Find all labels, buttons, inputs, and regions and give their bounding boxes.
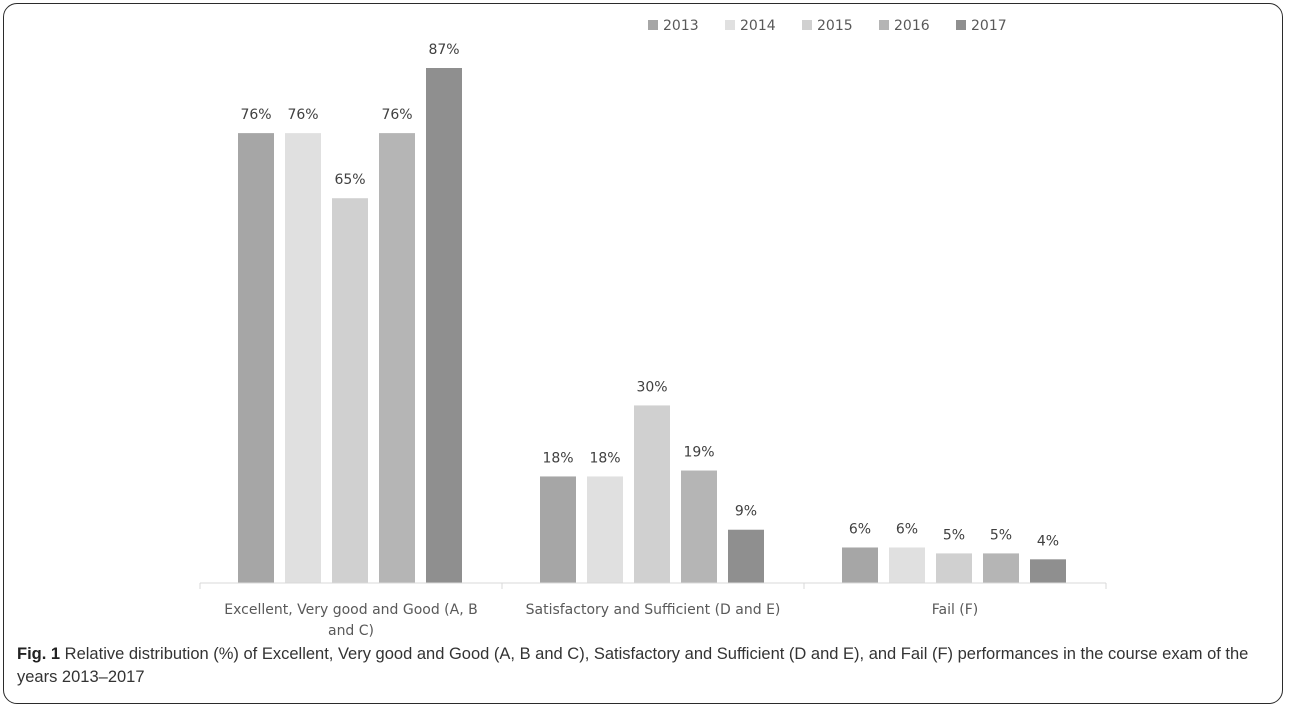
data-label: 18% (542, 450, 573, 466)
bar-2014-2 (889, 547, 925, 583)
bar-2015-1 (634, 405, 670, 583)
bar-2017-0 (426, 68, 462, 583)
data-label: 4% (1037, 533, 1059, 549)
data-label: 30% (636, 379, 667, 395)
bar-2016-0 (379, 133, 415, 584)
bar-2014-0 (285, 133, 321, 584)
category-label: Fail (F) (932, 602, 979, 618)
data-label: 9% (735, 504, 757, 520)
legend-swatch-2016 (879, 20, 889, 30)
bar-2017-2 (1030, 559, 1066, 583)
legend-swatch-2013 (648, 20, 658, 30)
category-label: and C) (328, 623, 374, 639)
bar-2015-0 (332, 198, 368, 583)
bar-2013-2 (842, 547, 878, 583)
bar-chart: 2013 2014 2015 2016 2017 76% 76% 65% 76% 87% 18% 1… (199, 18, 1107, 639)
chart-bars (238, 68, 1066, 584)
data-label: 6% (896, 521, 918, 537)
figure-caption-text: Relative distribution (%) of Excellent, … (17, 645, 1249, 686)
category-label: Satisfactory and Sufficient (D and E) (526, 602, 781, 618)
bar-2013-1 (540, 476, 576, 583)
figure-caption: Fig. 1 Relative distribution (%) of Exce… (17, 643, 1267, 689)
bar-2016-1 (681, 470, 717, 583)
legend-swatch-2014 (725, 20, 735, 30)
figure-caption-label: Fig. 1 (17, 645, 61, 663)
data-label: 87% (428, 42, 459, 58)
data-label: 5% (943, 527, 965, 543)
data-label: 65% (334, 172, 365, 188)
bar-2017-1 (728, 529, 764, 583)
legend-label-2016: 2016 (894, 18, 930, 34)
x-axis-ticks (199, 583, 1107, 589)
data-label: 76% (287, 107, 318, 123)
chart-data-labels: 76% 76% 65% 76% 87% 18% 18% 30% 19% 9% 6% 6% 5% 5% 4% (240, 42, 1059, 549)
bar-2014-1 (587, 476, 623, 583)
chart-legend: 2013 2014 2015 2016 2017 (648, 18, 1007, 34)
bar-2015-2 (936, 553, 972, 583)
category-label: Excellent, Very good and Good (A, B (224, 602, 477, 618)
data-label: 6% (849, 521, 871, 537)
data-label: 5% (990, 527, 1012, 543)
data-label: 76% (240, 107, 271, 123)
figure-frame (3, 3, 1283, 704)
x-axis-category-labels: Excellent, Very good and Good (A, B and C… (224, 602, 978, 639)
bar-2013-0 (238, 133, 274, 584)
bar-2016-2 (983, 553, 1019, 583)
legend-label-2014: 2014 (740, 18, 776, 34)
legend-label-2015: 2015 (817, 18, 853, 34)
legend-label-2013: 2013 (663, 18, 699, 34)
data-label: 19% (683, 445, 714, 461)
data-label: 18% (589, 450, 620, 466)
legend-swatch-2015 (802, 20, 812, 30)
legend-label-2017: 2017 (971, 18, 1007, 34)
legend-swatch-2017 (956, 20, 966, 30)
data-label: 76% (381, 107, 412, 123)
